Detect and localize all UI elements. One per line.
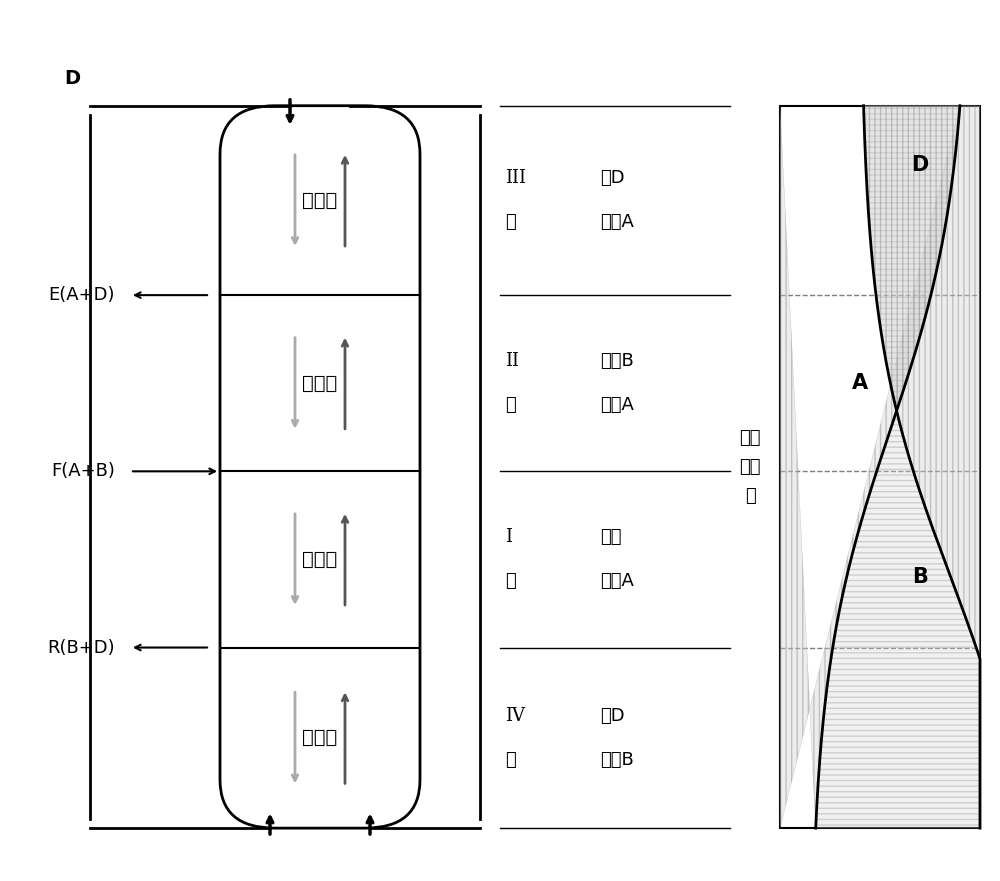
- Text: II: II: [505, 352, 519, 370]
- Text: 富集A: 富集A: [600, 573, 634, 590]
- Text: 缓冲区: 缓冲区: [302, 729, 338, 747]
- Text: 吸附: 吸附: [600, 529, 622, 546]
- Text: 隔离B: 隔离B: [600, 751, 634, 769]
- Text: 吸附区: 吸附区: [302, 550, 338, 569]
- Text: F(A+B): F(A+B): [51, 463, 115, 480]
- Text: 区: 区: [505, 396, 516, 414]
- Text: III: III: [505, 169, 526, 188]
- Text: B: B: [912, 567, 928, 587]
- Text: 脱附区: 脱附区: [302, 191, 338, 210]
- Text: D: D: [64, 69, 80, 88]
- Text: 区: 区: [505, 751, 516, 769]
- Text: 区: 区: [505, 213, 516, 232]
- Text: 洗脱B: 洗脱B: [600, 352, 634, 370]
- Text: 吸附
剂循
环: 吸附 剂循 环: [739, 429, 761, 505]
- Text: 用D: 用D: [600, 169, 625, 188]
- Text: 区: 区: [505, 573, 516, 590]
- Text: I: I: [505, 529, 512, 546]
- Polygon shape: [780, 106, 960, 828]
- Text: 用D: 用D: [600, 707, 625, 725]
- Polygon shape: [816, 106, 980, 828]
- Text: A: A: [852, 374, 868, 393]
- Text: R(B+D): R(B+D): [47, 639, 115, 656]
- Text: 提纯区: 提纯区: [302, 374, 338, 393]
- Polygon shape: [864, 106, 980, 828]
- Text: IV: IV: [505, 707, 525, 725]
- FancyBboxPatch shape: [220, 106, 420, 828]
- Text: D: D: [911, 155, 929, 175]
- Text: 脱附A: 脱附A: [600, 213, 634, 232]
- Bar: [780, 106, 980, 828]
- Text: 提纯A: 提纯A: [600, 396, 634, 414]
- Text: E(A+D): E(A+D): [48, 286, 115, 304]
